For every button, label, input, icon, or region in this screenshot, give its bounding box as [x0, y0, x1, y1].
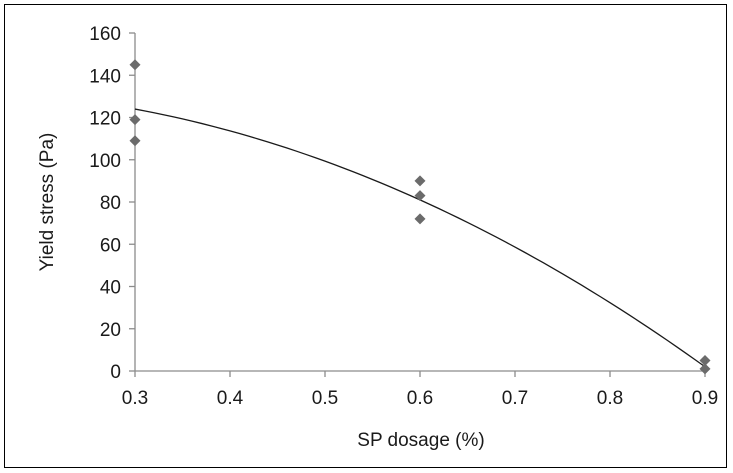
x-tick-label: 0.7	[502, 388, 528, 409]
x-tick-label: 0.3	[122, 388, 148, 409]
chart-frame	[4, 4, 727, 468]
y-tick-label: 80	[100, 193, 121, 214]
y-tick-label: 0	[110, 362, 121, 383]
x-tick-label: 0.8	[597, 388, 623, 409]
data-point	[699, 363, 711, 375]
y-axis-title: Yield stress (Pa)	[37, 133, 58, 272]
data-point	[414, 190, 426, 202]
axes: 0 20 40 60 80 100 120 140 160 0.3 0.4 0.5 0.6 0.7 0.8…	[89, 24, 718, 409]
x-tick-label: 0.9	[692, 388, 718, 409]
y-tick-label: 100	[89, 151, 121, 172]
y-tick-label: 120	[89, 109, 121, 130]
x-tick-label: 0.6	[407, 388, 433, 409]
x-tick-label: 0.4	[217, 388, 244, 409]
data-point	[129, 59, 141, 71]
data-points	[129, 59, 711, 375]
x-axis-ticks: 0.3 0.4 0.5 0.6 0.7 0.8 0.9	[122, 371, 718, 409]
y-tick-label: 160	[89, 24, 121, 45]
y-axis-ticks: 0 20 40 60 80 100 120 140 160	[89, 24, 135, 383]
x-axis-title: SP dosage (%)	[357, 430, 484, 451]
y-tick-label: 20	[100, 320, 121, 341]
data-point	[129, 135, 141, 147]
data-point	[129, 114, 141, 126]
data-point	[414, 175, 426, 187]
y-tick-label: 60	[100, 235, 121, 256]
x-tick-label: 0.5	[312, 388, 338, 409]
trendline	[134, 108, 706, 368]
data-point	[699, 354, 711, 366]
data-point	[414, 213, 426, 225]
y-tick-label: 140	[89, 66, 121, 87]
y-tick-label: 40	[100, 278, 121, 299]
